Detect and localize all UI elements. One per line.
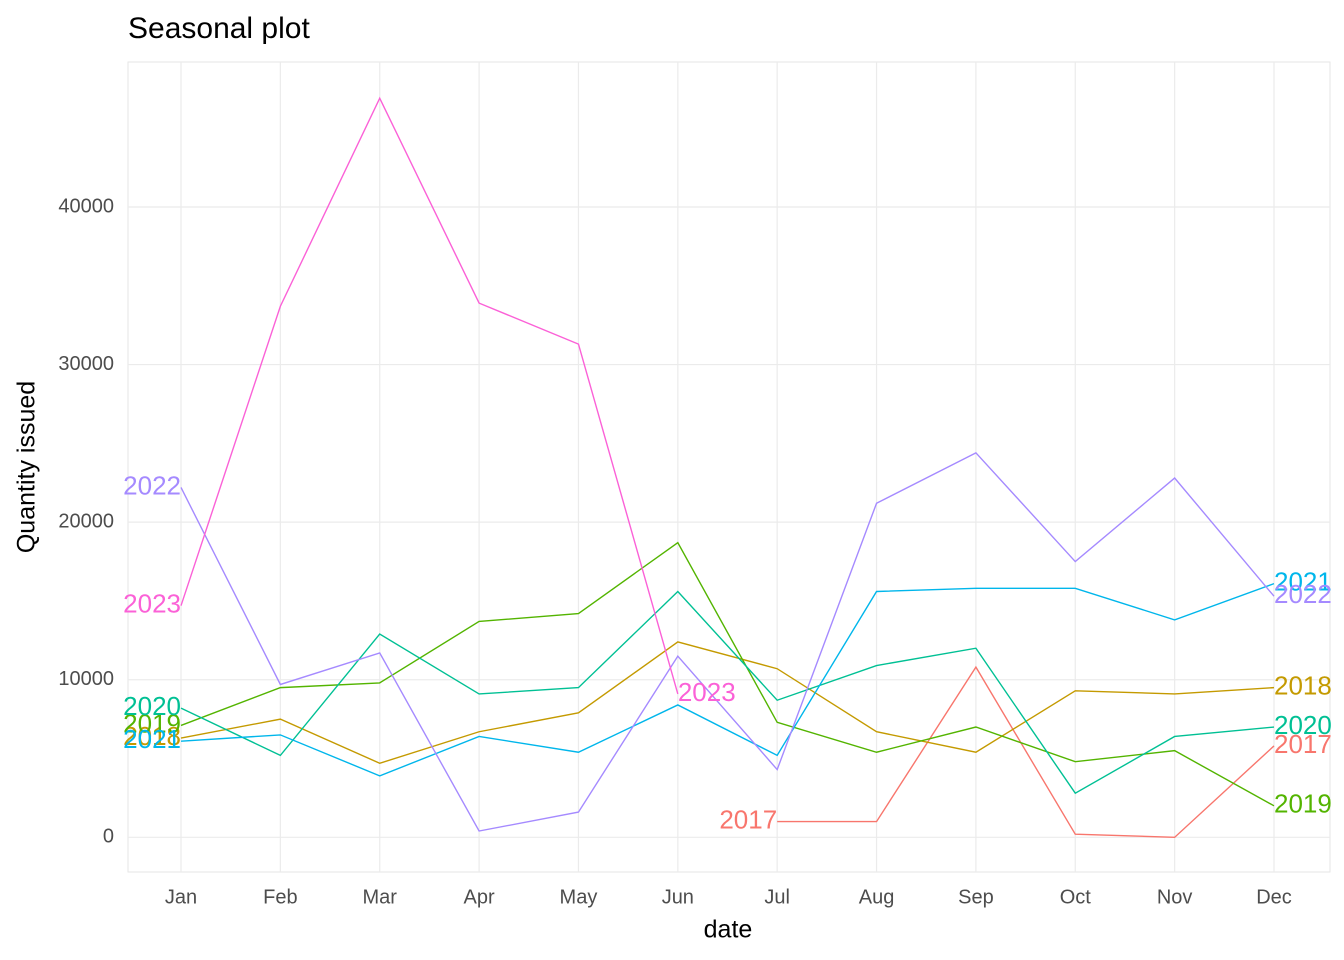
y-tick-label: 40000 xyxy=(58,195,114,217)
series-start-label: 2020 xyxy=(123,691,181,721)
series-start-label: 2023 xyxy=(123,589,181,619)
series-start-label: 2019 xyxy=(123,708,181,738)
series-end-label: 2019 xyxy=(1274,789,1332,819)
series-end-label: 2017 xyxy=(1274,729,1332,759)
x-tick-label: Aug xyxy=(859,886,895,908)
series-line xyxy=(180,541,1275,807)
x-tick-label: Feb xyxy=(263,886,297,908)
x-tick-label: May xyxy=(560,886,598,908)
x-axis-title: date xyxy=(704,916,753,944)
panel-border xyxy=(127,61,1331,873)
x-tick-label: Oct xyxy=(1060,886,1092,908)
series-line xyxy=(180,582,1275,777)
series-end-label: 2020 xyxy=(1274,710,1332,740)
y-tick-label: 10000 xyxy=(58,668,114,690)
y-tick-label: 20000 xyxy=(58,510,114,532)
y-axis-title: Quantity issued xyxy=(13,381,41,553)
series-end-label: 2018 xyxy=(1274,670,1332,700)
series-end-label: 2021 xyxy=(1274,566,1332,596)
x-tick-label: Apr xyxy=(464,886,495,908)
x-tick-label: Sep xyxy=(958,886,994,908)
series-start-label: 2018 xyxy=(123,721,181,751)
x-tick-label: Jun xyxy=(662,886,694,908)
series-start-label: 2022 xyxy=(123,470,181,500)
series-line xyxy=(180,590,1275,795)
x-tick-label: Jan xyxy=(165,886,197,908)
series-start-label: 2021 xyxy=(123,724,181,754)
series-line xyxy=(777,665,1275,839)
series-end-label: 2022 xyxy=(1274,579,1332,609)
series-start-label: 2017 xyxy=(719,804,777,834)
x-tick-label: Jul xyxy=(764,886,790,908)
x-tick-label: Dec xyxy=(1256,886,1292,908)
y-tick-label: 30000 xyxy=(58,353,114,375)
y-tick-label: 0 xyxy=(103,826,114,848)
chart-title: Seasonal plot xyxy=(128,12,310,45)
series-line xyxy=(180,451,1275,832)
series-line xyxy=(180,96,679,695)
x-tick-label: Nov xyxy=(1157,886,1193,908)
series-line xyxy=(180,641,1275,765)
x-tick-label: Mar xyxy=(363,886,398,908)
series-end-label: 2023 xyxy=(678,677,736,707)
